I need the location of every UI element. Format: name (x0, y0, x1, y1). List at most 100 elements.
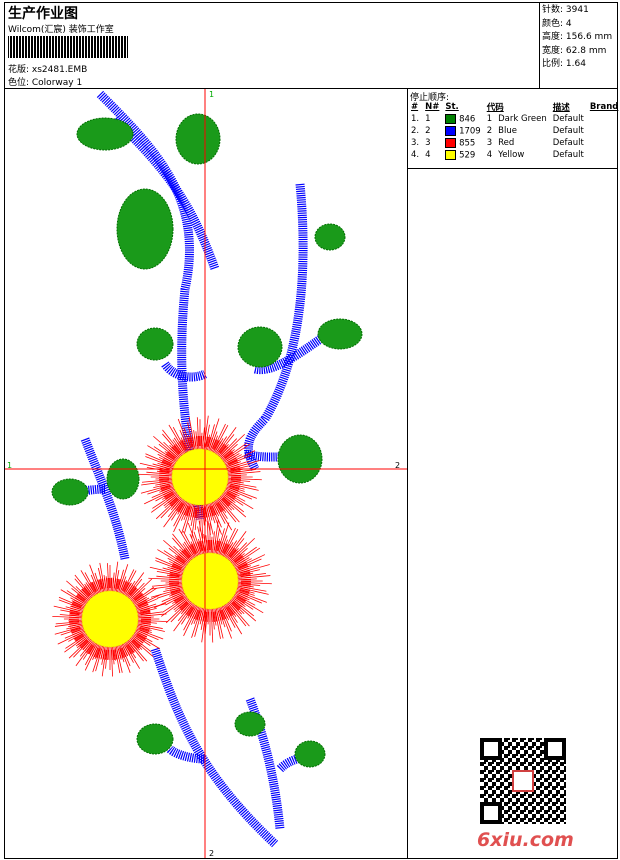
petal-stitch (163, 494, 188, 528)
barcode (8, 36, 128, 58)
code: 1 (486, 114, 493, 124)
color-swatch (445, 125, 457, 136)
petal-stitch (202, 415, 209, 456)
flower-center (181, 552, 239, 610)
stat-value: 156.6 mm (565, 32, 613, 42)
column-header: N# (425, 102, 440, 112)
flowers (52, 415, 272, 677)
petal-stitch (139, 462, 179, 473)
stat-label: 针数: (542, 5, 564, 15)
petal-stitch (222, 531, 247, 564)
stat-value: 3941 (565, 5, 589, 15)
stat: 高度: 156.6 mm (542, 31, 612, 45)
petal-stitch (210, 425, 229, 458)
flower-ring (169, 540, 251, 622)
petal-stitch (191, 498, 198, 539)
code: 4 (486, 150, 493, 160)
petal-stitch (187, 522, 203, 561)
petal-stitch (220, 599, 243, 635)
petal-stitch (217, 601, 232, 639)
flower-ring (159, 436, 241, 518)
column-header: St. (445, 102, 459, 112)
petal-stitch (207, 497, 222, 535)
needle: 2 (425, 126, 431, 136)
petal-stitch (216, 522, 230, 561)
color-swatch (445, 149, 457, 160)
flower-center (81, 590, 139, 648)
title: 生产作业图 (8, 6, 78, 22)
sequence-row: 2. 2 1709 2 Blue Default (408, 125, 620, 137)
brand: Default (552, 138, 584, 148)
description: Blue (498, 126, 517, 136)
brand: Default (552, 126, 584, 136)
axis-label: 2 (395, 461, 400, 470)
seq: 1. (411, 114, 420, 124)
column-header: 代码 (486, 103, 504, 113)
petal-stitch (155, 557, 190, 573)
element (587, 137, 620, 149)
column-header: # (411, 102, 419, 112)
stat: 颜色: 4 (542, 18, 612, 32)
color-cell: 855 (442, 137, 483, 149)
stitches: 1709 (459, 126, 481, 137)
stat-label: 宽度: (542, 45, 564, 56)
needle: 3 (425, 138, 431, 148)
stat-label: 比例: (542, 59, 564, 69)
design-area (4, 88, 408, 859)
petal-stitch (163, 539, 194, 567)
petal-stitch (231, 575, 271, 580)
needle: 1 (425, 114, 431, 124)
flower-ring (69, 578, 151, 660)
leaves (51, 113, 363, 768)
stitches: 855 (459, 138, 476, 149)
petal-stitch (140, 482, 179, 494)
needle: 4 (425, 150, 431, 160)
color-cell: 529 (442, 149, 483, 161)
axis-label: 2 (209, 849, 214, 858)
petal-stitch (212, 519, 219, 560)
petal-stitch (145, 453, 180, 469)
column-header: Brand (589, 102, 619, 112)
stitches: 529 (459, 150, 476, 161)
stat-value: 62.8 mm (565, 45, 607, 56)
sequence-title: 停止顺序: (410, 93, 450, 103)
petal-stitch (218, 487, 254, 510)
color-swatch (445, 113, 457, 124)
petal-stitch (201, 602, 208, 643)
flower-center (171, 448, 229, 506)
column-header: 描述 (552, 103, 570, 113)
axis-label: 1 (209, 90, 214, 99)
stat: 针数: 3941 (542, 4, 612, 18)
petal-stitch (177, 418, 193, 457)
petal-stitch (151, 582, 189, 587)
petal-stitch (200, 498, 204, 539)
petal-stitch (173, 598, 198, 632)
seq: 4. (411, 150, 420, 160)
qr-code (480, 738, 566, 824)
code: 3 (486, 138, 493, 148)
petal-stitch (149, 566, 189, 577)
petal-stitch (231, 581, 272, 585)
petal-stitch (153, 435, 184, 463)
stat-label: 颜色: (542, 18, 564, 29)
description: Dark Green (498, 114, 547, 124)
petal-stitch (220, 529, 239, 562)
petal-stitch (155, 560, 190, 574)
petal-stitch (147, 445, 182, 467)
description: Red (498, 138, 515, 148)
company: Wilcom(汇宸) 装饰工作室 (8, 25, 114, 35)
petal-stitch (225, 537, 255, 567)
stat-value: 4 (565, 18, 572, 29)
axis-label: 1 (7, 461, 12, 470)
petal-stitch (212, 427, 237, 460)
stat-label: 高度: (542, 32, 564, 42)
code: 2 (486, 126, 493, 136)
sequence-box (407, 88, 618, 169)
element (587, 125, 620, 137)
sequence-row: 1. 1 846 1 Dark Green Default (408, 113, 620, 125)
color-cell: 1709 (442, 125, 483, 137)
petal-stitch (150, 586, 189, 598)
petal-stitch (229, 554, 266, 572)
